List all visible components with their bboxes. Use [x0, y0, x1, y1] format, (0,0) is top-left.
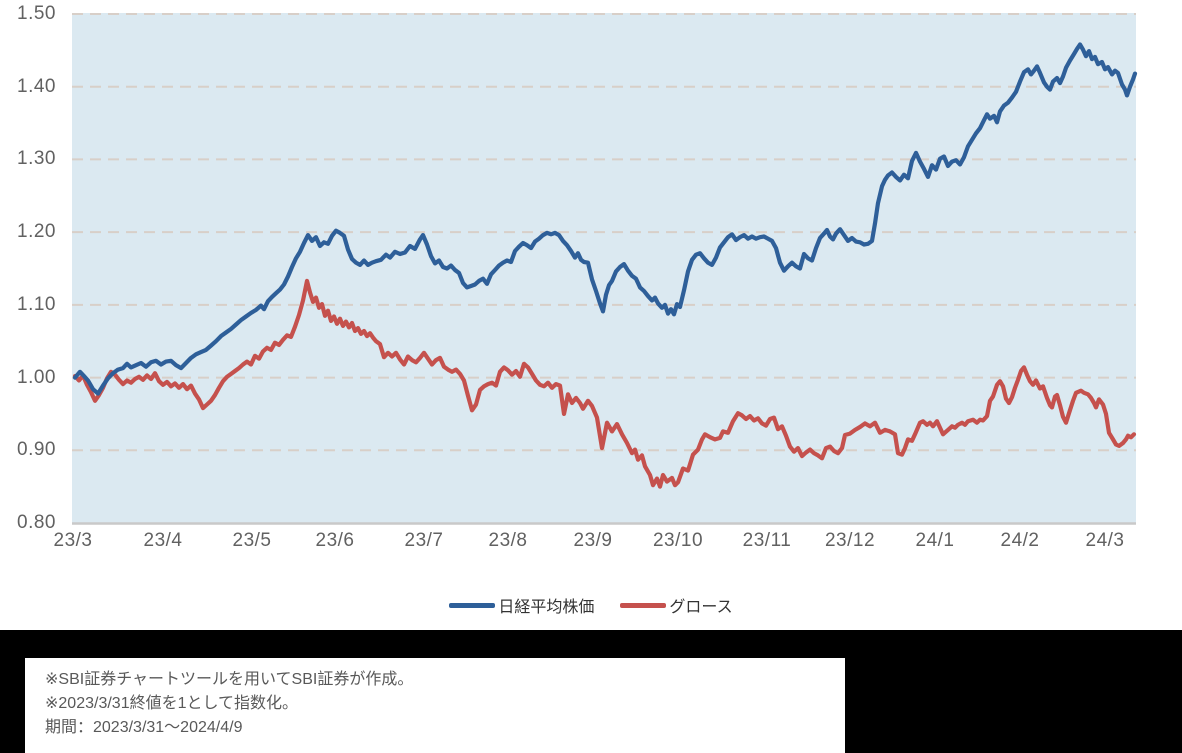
y-tick-label-0.90: 0.90 [17, 439, 56, 461]
source-note-line3: 期間：2023/3/31～2024/4/9 [45, 719, 243, 736]
legend-item-nikkei: 日経平均株価 [449, 593, 594, 617]
index-comparison-chart: 1.50 1.40 1.30 1.20 1.10 1.00 0.90 0.80 23/3 23/… [0, 3, 1182, 617]
y-tick-label-1.50: 1.50 [17, 3, 56, 24]
x-tick-label-23-10: 23/10 [652, 530, 704, 551]
x-tick-label-23-3: 23/3 [53, 530, 93, 551]
chart-canvas [72, 13, 1138, 525]
x-tick-label-23-4: 23/4 [143, 530, 183, 551]
x-tick-label-23-5: 23/5 [232, 530, 272, 551]
x-tick-label-24-1: 24/1 [915, 530, 955, 551]
x-tick-label-23-7: 23/7 [404, 530, 444, 551]
source-note-line2: ※2023/3/31終値を1として指数化。 [45, 695, 299, 712]
x-tick-label-24-2: 24/2 [1000, 530, 1040, 551]
y-tick-label-1.20: 1.20 [17, 221, 56, 243]
legend-label-nikkei: 日経平均株価 [498, 599, 595, 616]
footer-band: ※SBI証券チャートツールを用いてSBI証券が作成。 ※2023/3/31終値を… [0, 630, 1182, 753]
legend-label-growth: グロース [669, 599, 733, 616]
x-tick-label-23-12: 23/12 [824, 530, 876, 551]
nikkei-line-swatch [449, 602, 496, 608]
y-tick-label-1.10: 1.10 [17, 293, 56, 315]
y-tick-label-0.80: 0.80 [17, 512, 56, 533]
source-note-card: ※SBI証券チャートツールを用いてSBI証券が作成。 ※2023/3/31終値を… [25, 658, 845, 753]
nikkei-line-series [72, 42, 1138, 396]
y-tick-label-1.00: 1.00 [17, 366, 56, 388]
x-tick-label-23-11: 23/11 [742, 530, 792, 551]
growth-line-swatch [620, 602, 667, 608]
growth-line-series [72, 278, 1137, 489]
x-tick-label-23-8: 23/8 [488, 530, 528, 551]
x-tick-label-23-6: 23/6 [315, 530, 355, 551]
y-tick-label-1.30: 1.30 [17, 148, 56, 170]
x-tick-label-24-3: 24/3 [1085, 530, 1125, 551]
chart-legend: 日経平均株価 グロース [0, 593, 1182, 617]
y-tick-label-1.40: 1.40 [17, 75, 56, 97]
legend-item-growth: グロース [620, 593, 733, 617]
x-tick-label-23-9: 23/9 [573, 530, 613, 551]
source-note-line1: ※SBI証券チャートツールを用いてSBI証券が作成。 [45, 671, 414, 688]
